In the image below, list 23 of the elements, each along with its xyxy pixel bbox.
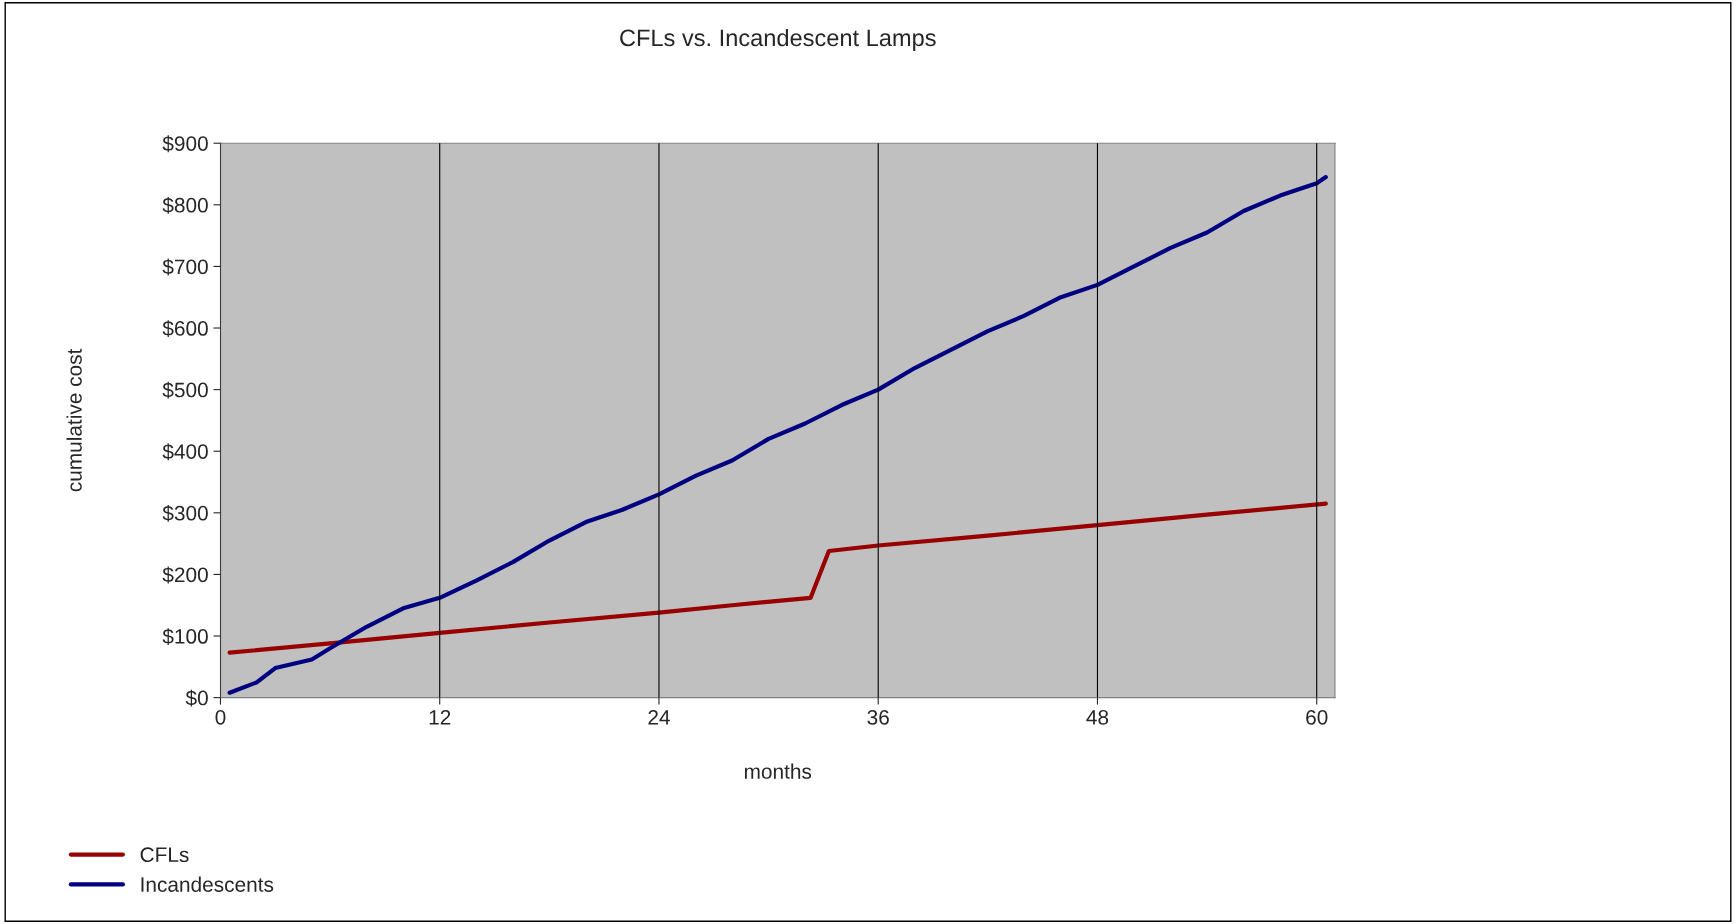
y-tick-label: $900 bbox=[162, 135, 208, 153]
y-tick-label: $0 bbox=[185, 689, 208, 707]
x-tick-label: 0 bbox=[215, 709, 226, 725]
chart-title: CFLs vs. Incandescent Lamps bbox=[620, 28, 936, 51]
x-tick-label: 36 bbox=[867, 709, 889, 725]
x-tick-label: 24 bbox=[648, 709, 670, 725]
y-axis-title: cumulative cost bbox=[66, 348, 82, 492]
y-tick-label: $300 bbox=[162, 504, 208, 522]
y-tick-label: $600 bbox=[162, 320, 208, 338]
legend-label: Incandescents bbox=[141, 876, 274, 892]
line-series bbox=[227, 175, 1328, 695]
y-tick-label: $400 bbox=[162, 443, 208, 461]
y-tick-label: $100 bbox=[162, 628, 208, 646]
y-tick-label: $700 bbox=[162, 258, 208, 276]
y-tick-label: $800 bbox=[162, 196, 208, 214]
x-axis-title: months bbox=[744, 763, 812, 779]
y-tick-label: $200 bbox=[162, 566, 208, 584]
x-tick-label: 60 bbox=[1306, 709, 1328, 725]
y-tick-label: $500 bbox=[162, 381, 208, 399]
x-tick-label: 12 bbox=[429, 709, 451, 725]
legend-label: CFLs bbox=[140, 847, 189, 863]
x-tick-label: 48 bbox=[1086, 709, 1109, 725]
line-series bbox=[227, 501, 1328, 655]
